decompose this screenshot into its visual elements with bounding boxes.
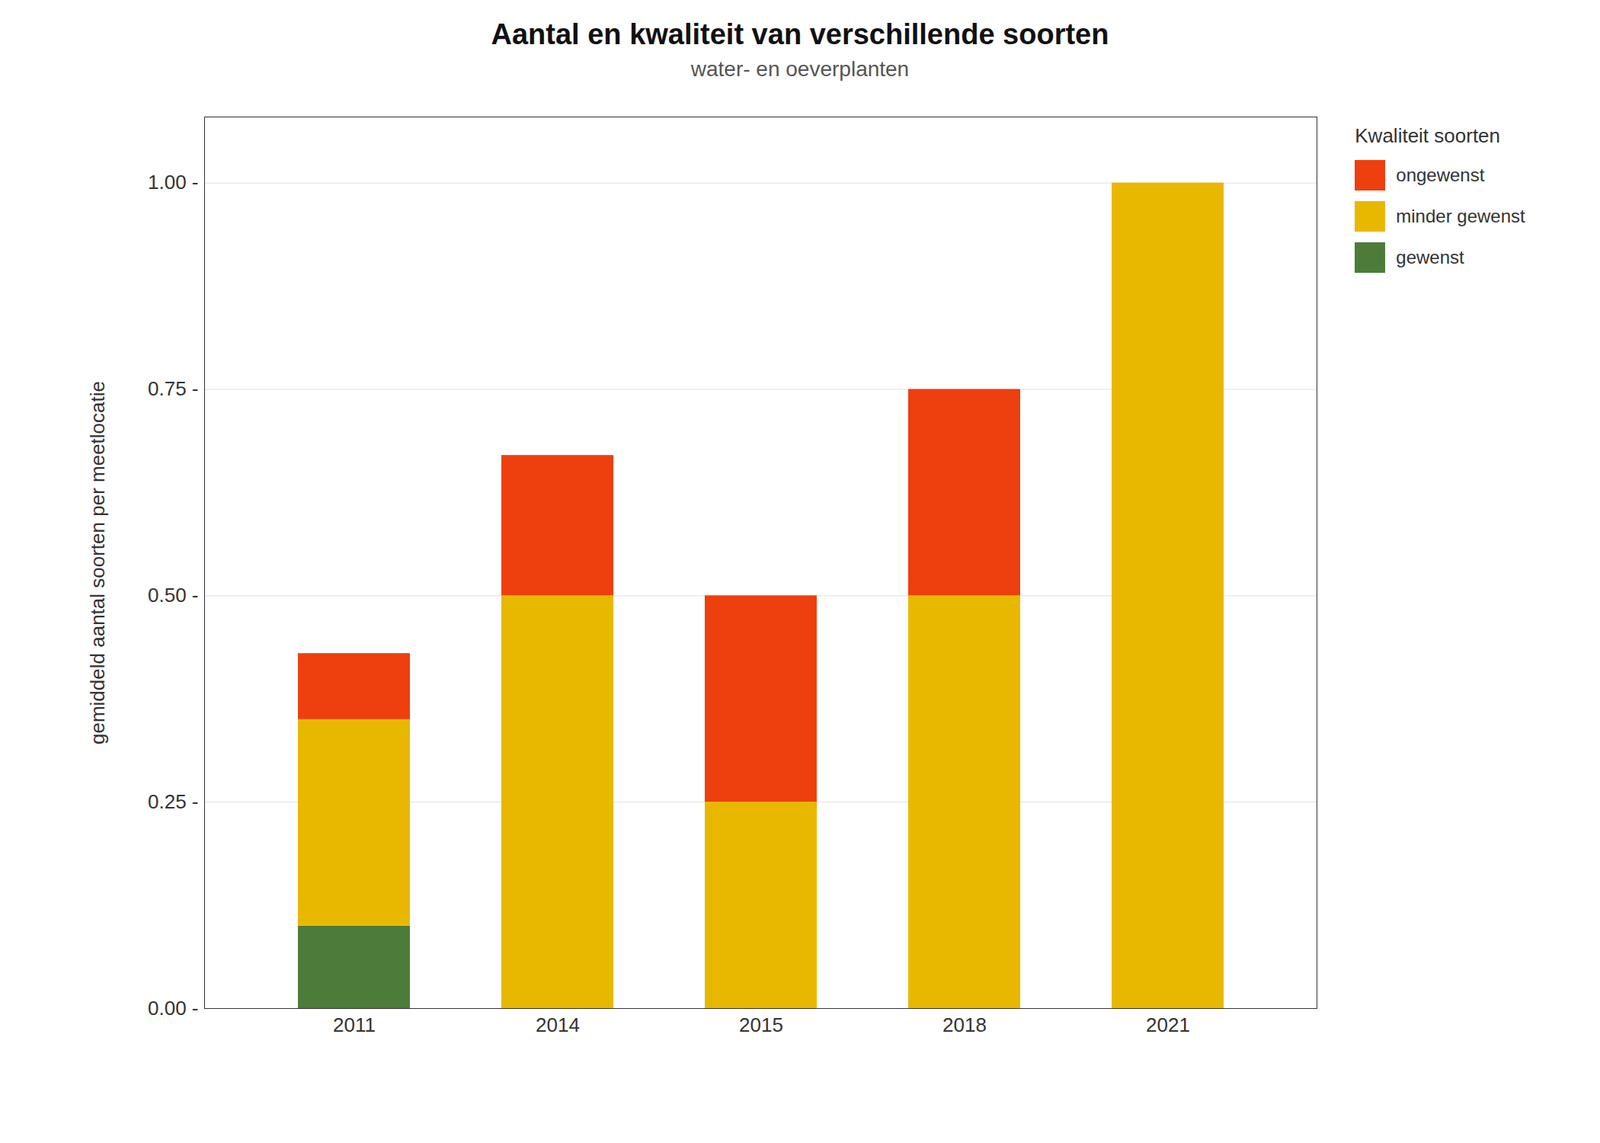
svg-text:2011: 2011: [332, 1013, 376, 1037]
svg-text:2021: 2021: [1145, 1013, 1191, 1037]
html-text:water- en oeverplanten: water- en oeverplanten: [690, 57, 910, 81]
svg-text:0.25 -: 0.25 -: [147, 790, 199, 813]
html-text:Aantal en kwaliteit van versch: Aantal en kwaliteit van verschillende so…: [491, 18, 1109, 51]
html-text:minder gewenst: minder gewenst: [1396, 205, 1526, 227]
svg-text:2018: 2018: [942, 1013, 987, 1037]
svg-text:0.00 -: 0.00 -: [147, 996, 199, 1020]
html-text:ongewenst: ongewenst: [1396, 164, 1485, 186]
svg-text:2014: 2014: [535, 1013, 580, 1037]
svg-text:gemiddeld aantal soorten per m: gemiddeld aantal soorten per meetlocatie: [86, 380, 109, 745]
svg-text:0.75 -: 0.75 -: [147, 377, 199, 400]
svg-text:2015: 2015: [739, 1013, 784, 1037]
html-text:gewenst: gewenst: [1396, 246, 1465, 268]
svg-text:1.00 -: 1.00 -: [147, 170, 199, 194]
svg-text:0.50 -: 0.50 -: [147, 583, 199, 607]
html-text:Kwaliteit soorten: Kwaliteit soorten: [1354, 124, 1501, 148]
